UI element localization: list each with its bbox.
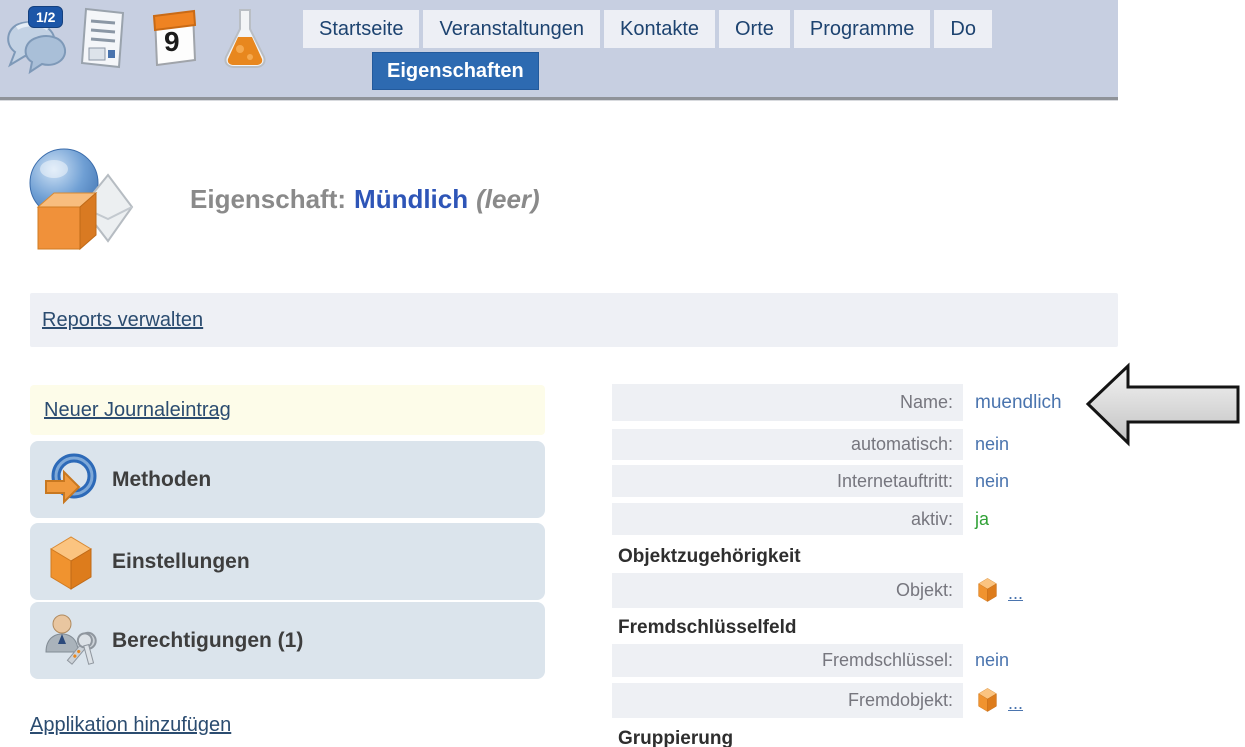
page-title-prefix: Eigenschaft: xyxy=(190,184,347,214)
internetauftritt-label: Internetauftritt: xyxy=(612,465,963,497)
automatisch-value: nein xyxy=(975,434,1010,454)
objekt-cube-icon xyxy=(975,576,1000,608)
settings-cube-icon xyxy=(42,533,100,591)
tab-programme[interactable]: Programme xyxy=(793,10,931,48)
berechtigungen-label: Berechtigungen (1) xyxy=(112,628,304,652)
subtab-eigenschaften[interactable]: Eigenschaften xyxy=(372,52,539,90)
methods-icon xyxy=(42,451,100,509)
field-row-fremdobjekt: Fremdobjekt: ... xyxy=(612,683,1245,718)
reports-bar: Reports verwalten xyxy=(30,293,1118,347)
name-label: Name: xyxy=(612,384,963,421)
tab-startseite[interactable]: Startseite xyxy=(303,10,420,48)
fremdobjekt-cube-icon xyxy=(975,686,1000,718)
section-objektzugehoerigkeit: Objektzugehörigkeit xyxy=(618,546,801,567)
aktiv-label: aktiv: xyxy=(612,503,963,535)
messages-badge: 1/2 xyxy=(28,6,64,28)
tab-kontakte[interactable]: Kontakte xyxy=(604,10,715,48)
tab-do[interactable]: Do xyxy=(934,10,992,48)
tab-veranstaltungen[interactable]: Veranstaltungen xyxy=(423,10,601,48)
objekt-label: Objekt: xyxy=(612,573,963,608)
field-row-automatisch: automatisch: nein xyxy=(612,429,1245,460)
page-title-name: Mündlich xyxy=(354,184,469,214)
fremdobjekt-label: Fremdobjekt: xyxy=(612,683,963,718)
add-application-link[interactable]: Applikation hinzufügen xyxy=(30,714,232,736)
automatisch-label: automatisch: xyxy=(612,429,963,460)
einstellungen-label: Einstellungen xyxy=(112,549,250,573)
field-row-objekt: Objekt: ... xyxy=(612,573,1245,608)
toolbar-divider xyxy=(0,97,1118,101)
field-row-internetauftritt: Internetauftritt: nein xyxy=(612,465,1245,497)
fremdobjekt-ellipsis-link[interactable]: ... xyxy=(1008,693,1024,713)
top-toolbar: 1/2 9 xyxy=(0,0,1118,97)
methoden-button[interactable]: Methoden xyxy=(30,441,545,518)
field-row-fremdschluessel: Fremdschlüssel: nein xyxy=(612,644,1245,677)
page-title: Eigenschaft: Mündlich (leer) xyxy=(190,184,540,215)
report-document-icon[interactable] xyxy=(78,6,126,70)
objekt-ellipsis-link[interactable]: ... xyxy=(1008,583,1024,603)
permissions-icon xyxy=(42,612,100,670)
fremdschluessel-value: nein xyxy=(975,650,1010,670)
section-gruppierung: Gruppierung xyxy=(618,728,734,747)
calendar-day-label: 9 xyxy=(164,26,180,57)
section-fremdschluesselfeld: Fremdschlüsselfeld xyxy=(618,617,797,638)
annotation-arrow-left-icon xyxy=(1082,356,1244,457)
reports-verwalten-link[interactable]: Reports verwalten xyxy=(42,308,204,331)
messages-icon[interactable]: 1/2 xyxy=(3,6,71,76)
einstellungen-button[interactable]: Einstellungen xyxy=(30,523,545,600)
field-row-name: Name: muendlich xyxy=(612,384,1245,421)
internetauftritt-value: nein xyxy=(975,470,1010,491)
journal-entry-box: Neuer Journaleintrag xyxy=(30,385,545,435)
new-journal-entry-link[interactable]: Neuer Journaleintrag xyxy=(44,398,231,421)
aktiv-value: ja xyxy=(975,508,990,529)
fremdschluessel-label: Fremdschlüssel: xyxy=(612,644,963,677)
tab-orte[interactable]: Orte xyxy=(719,10,790,48)
name-value: muendlich xyxy=(975,391,1062,413)
entity-icon xyxy=(22,145,136,260)
page-title-state: (leer) xyxy=(476,184,540,214)
calendar-icon[interactable]: 9 xyxy=(150,8,198,67)
field-row-aktiv: aktiv: ja xyxy=(612,503,1245,535)
property-details: Name: muendlich automatisch: nein Intern… xyxy=(612,384,1245,747)
methoden-label: Methoden xyxy=(112,467,212,491)
main-nav: Startseite Veranstaltungen Kontakte Orte… xyxy=(303,10,992,48)
berechtigungen-button[interactable]: Berechtigungen (1) xyxy=(30,602,545,679)
lab-flask-icon[interactable] xyxy=(222,7,268,69)
